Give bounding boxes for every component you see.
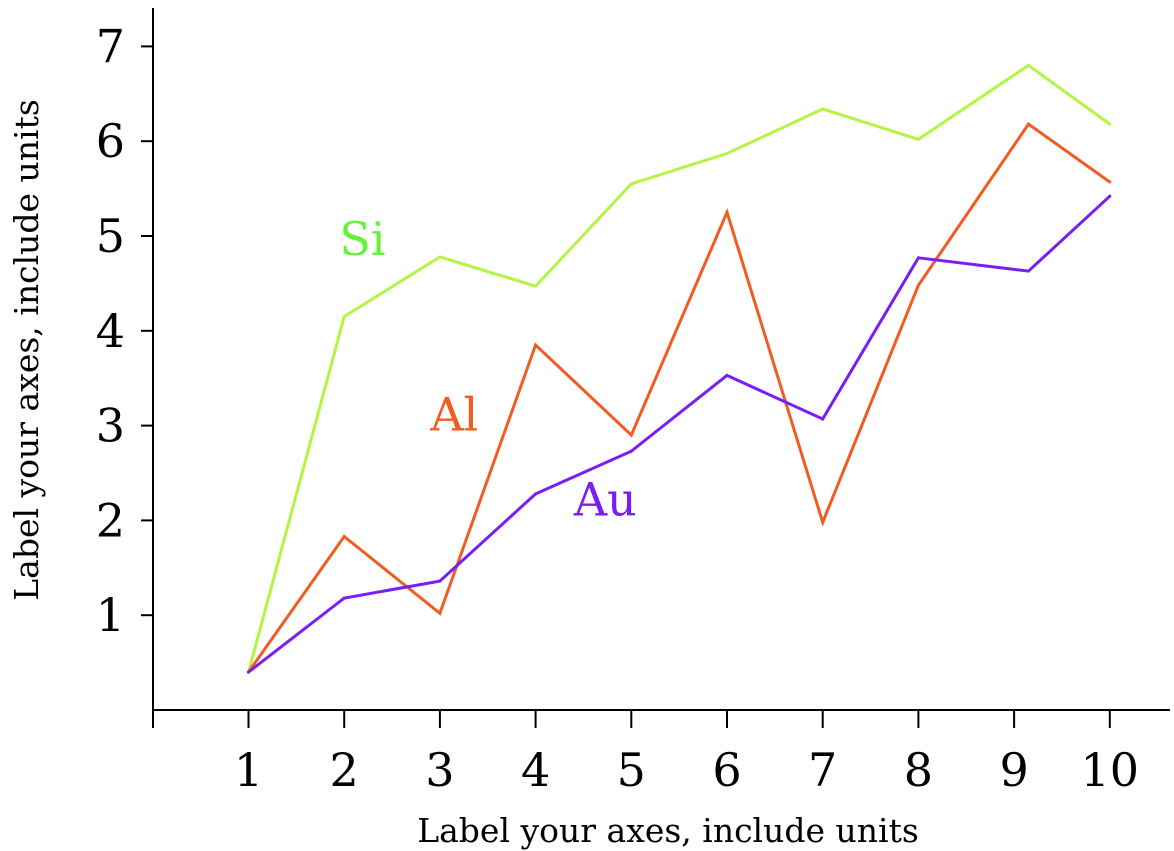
ticks-layer: 1 2 3 4 5 6 7 1 2 3 4 5 6 7 8 9 10 [96, 19, 1139, 797]
y-tick-label: 3 [96, 399, 125, 453]
data-point-au [725, 373, 729, 377]
series-line-al [247, 121, 1111, 673]
data-point-al [534, 343, 538, 347]
y-tick-label: 2 [96, 493, 125, 547]
y-tick-label: 1 [96, 588, 125, 642]
series-layer: Si Al Au [247, 63, 1112, 674]
x-tick-label: 2 [330, 743, 359, 797]
y-tick-label: 6 [96, 114, 125, 168]
x-tick-label: 5 [617, 743, 646, 797]
data-point-si [438, 255, 442, 259]
series-label-si: Si [339, 212, 385, 266]
x-tick-label: 6 [712, 743, 741, 797]
x-tick-label: 3 [425, 743, 454, 797]
data-point-al [1108, 180, 1112, 184]
x-tick-label: 10 [1081, 743, 1140, 797]
x-axis-title: Label your axes, include units [417, 811, 919, 850]
series-label-au: Au [573, 473, 637, 527]
data-point-au [1026, 269, 1030, 273]
data-point-au [1108, 194, 1112, 198]
data-point-al [821, 520, 825, 524]
data-point-si [725, 152, 729, 156]
y-axis-title: Label your axes, include units [7, 99, 46, 601]
data-point-al [1026, 122, 1030, 126]
data-point-si [342, 315, 346, 319]
data-point-au [916, 256, 920, 260]
data-point-si [1026, 63, 1030, 67]
series-label-al: Al [429, 387, 478, 441]
x-tick-label: 4 [521, 743, 550, 797]
data-point-au [342, 596, 346, 600]
y-tick-label: 4 [96, 304, 125, 358]
data-point-al [342, 535, 346, 539]
data-point-al [916, 283, 920, 287]
x-tick-label: 9 [999, 743, 1028, 797]
x-tick-label: 8 [904, 743, 933, 797]
data-point-au [629, 449, 633, 453]
data-point-al [629, 433, 633, 437]
data-point-si [629, 182, 633, 186]
data-point-al [725, 210, 729, 214]
x-tick-label: 7 [808, 743, 837, 797]
data-point-au [534, 492, 538, 496]
x-tick-label: 1 [234, 743, 263, 797]
data-point-al [438, 611, 442, 615]
data-point-si [534, 284, 538, 288]
data-point-si [821, 107, 825, 111]
axes-layer [152, 8, 1170, 711]
data-point-si [916, 137, 920, 141]
y-tick-label: 5 [96, 209, 125, 263]
y-tick-label: 7 [96, 19, 125, 73]
data-point-au [247, 670, 250, 674]
series-line-au [247, 195, 1111, 674]
data-point-si [1108, 122, 1112, 126]
data-point-au [821, 417, 825, 421]
series-line-si [247, 63, 1111, 673]
data-point-au [438, 579, 442, 583]
